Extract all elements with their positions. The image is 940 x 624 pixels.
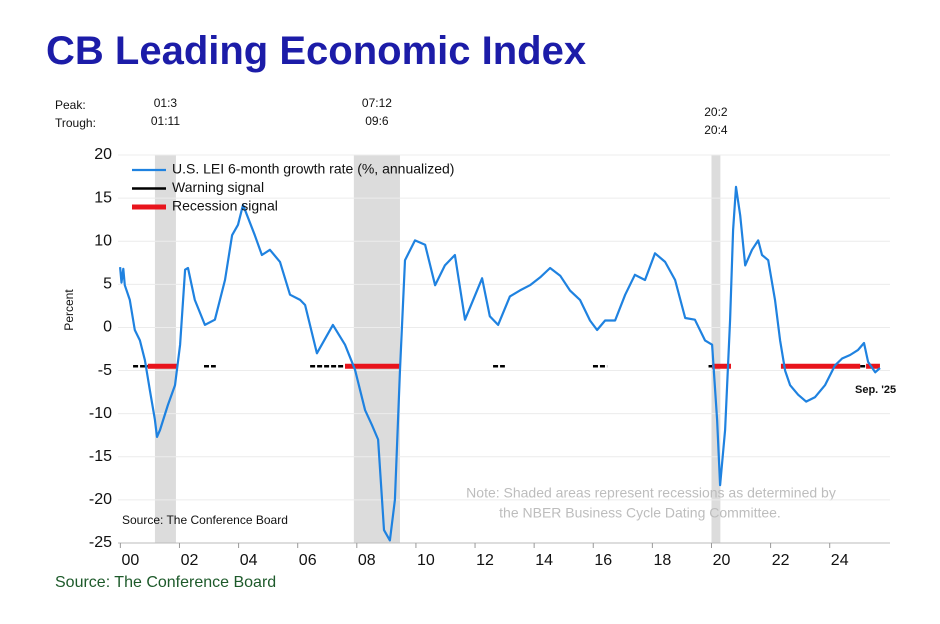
x-tick-label: 24 bbox=[831, 552, 849, 569]
x-tick-label: 10 bbox=[417, 552, 435, 569]
chart-title: CB Leading Economic Index bbox=[46, 29, 586, 73]
peak-label: Peak: bbox=[55, 98, 86, 112]
recession-shade bbox=[353, 155, 400, 543]
y-tick-label: -15 bbox=[89, 448, 112, 465]
y-tick-label: 0 bbox=[103, 319, 112, 336]
x-tick-label: 16 bbox=[594, 552, 612, 569]
x-tick-label: 12 bbox=[476, 552, 494, 569]
recession-shade bbox=[711, 155, 721, 543]
lei-line bbox=[119, 185, 881, 542]
end-label: Sep. '25 bbox=[855, 384, 896, 396]
x-tick-label: 20 bbox=[713, 552, 731, 569]
y-tick-label: -20 bbox=[89, 491, 112, 508]
x-tick-label: 04 bbox=[240, 552, 258, 569]
y-tick-label: -25 bbox=[89, 534, 112, 551]
y-tick-label: -10 bbox=[89, 405, 112, 422]
y-tick-label: -5 bbox=[98, 362, 112, 379]
x-tick-label: 06 bbox=[299, 552, 317, 569]
source: Source: The Conference Board bbox=[55, 574, 276, 591]
trough-date: 01:11 bbox=[151, 114, 180, 128]
legend-label: Recession signal bbox=[172, 198, 278, 214]
note: the NBER Business Cycle Dating Committee… bbox=[499, 505, 781, 521]
x-tick-label: 08 bbox=[358, 552, 376, 569]
peak-date: 01:3 bbox=[154, 96, 178, 110]
y-tick-label: 5 bbox=[103, 276, 112, 293]
y-tick-label: 15 bbox=[94, 189, 112, 206]
x-tick-label: 02 bbox=[181, 552, 199, 569]
x-tick-label: 00 bbox=[121, 552, 139, 569]
recession-shade bbox=[154, 155, 176, 543]
peak-date: 07:12 bbox=[362, 96, 392, 110]
x-tick-label: 14 bbox=[535, 552, 553, 569]
y-axis-label: Percent bbox=[62, 289, 76, 331]
peak-date: 20:2 bbox=[704, 105, 728, 119]
inner-source: Source: The Conference Board bbox=[122, 513, 288, 527]
x-tick-label: 22 bbox=[772, 552, 790, 569]
trough-label: Trough: bbox=[55, 116, 96, 130]
x-tick-label: 18 bbox=[653, 552, 671, 569]
legend-label: U.S. LEI 6-month growth rate (%, annuali… bbox=[172, 161, 454, 177]
y-tick-label: 20 bbox=[94, 146, 112, 163]
trough-date: 09:6 bbox=[365, 114, 389, 128]
note: Note: Shaded areas represent recessions … bbox=[466, 485, 836, 501]
legend-label: Warning signal bbox=[172, 179, 264, 195]
y-tick-label: 10 bbox=[94, 232, 112, 249]
trough-date: 20:4 bbox=[704, 123, 728, 137]
